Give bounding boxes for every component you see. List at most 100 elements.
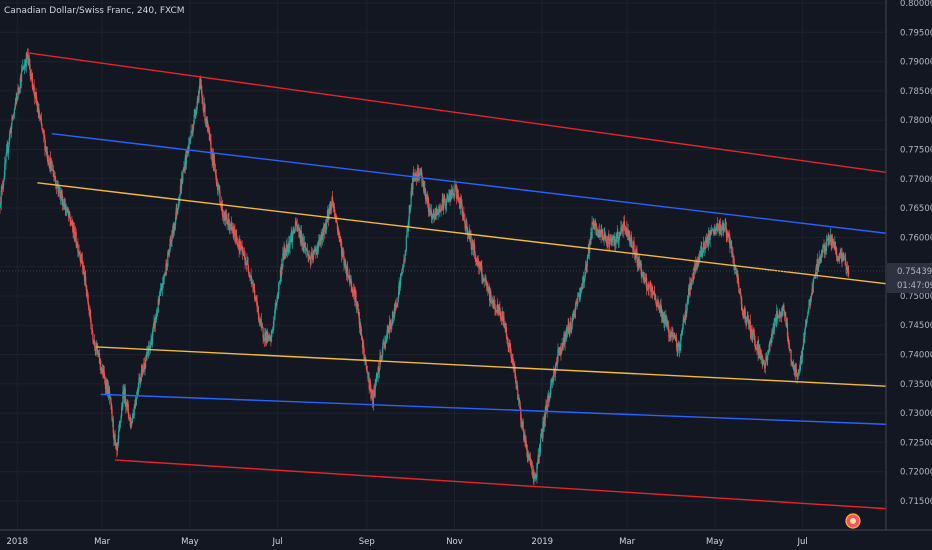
candle-body [651, 288, 653, 291]
channel-lines[interactable] [27, 52, 887, 510]
candle-body [728, 236, 730, 239]
candle-body [771, 332, 773, 343]
candle-body [640, 263, 642, 275]
candle-body [194, 110, 196, 115]
candle-body [457, 194, 459, 196]
candle-body [527, 454, 530, 459]
candle-body [206, 119, 208, 127]
candle-body [479, 262, 481, 267]
candle-body [233, 228, 235, 230]
candle-body [535, 477, 537, 479]
candle-body [629, 235, 631, 245]
yellow-channel-line[interactable] [96, 346, 887, 387]
candle-body [566, 331, 568, 333]
candle-body [159, 293, 161, 296]
red-channel-line[interactable] [115, 459, 887, 510]
candle-body [267, 335, 270, 342]
candle-body [753, 336, 756, 341]
candle-body [804, 325, 807, 329]
candle-body [125, 401, 127, 407]
candle-body [656, 302, 659, 308]
candle-body [177, 203, 180, 208]
candle-body [19, 77, 21, 89]
candle-body [250, 275, 252, 279]
candle-body [514, 372, 516, 378]
candle-body [423, 182, 425, 192]
candle-body [458, 200, 460, 202]
candle-body [618, 236, 620, 242]
candle-body [731, 245, 733, 254]
candle-body [823, 245, 825, 247]
candle-body [831, 237, 834, 243]
candle-body [239, 241, 241, 251]
y-tick-label: 0.75000 [900, 292, 932, 302]
candle-body [661, 309, 663, 317]
candle-body [593, 223, 595, 226]
candle-body [543, 415, 545, 429]
candle-body [231, 228, 234, 231]
candle-body [397, 298, 399, 303]
candle-body [441, 205, 443, 211]
candle-body [318, 239, 320, 247]
candle-body [475, 259, 478, 263]
candle-body [44, 137, 46, 151]
candle-body [439, 208, 441, 210]
candle-body [790, 349, 792, 362]
candle-body [787, 337, 789, 342]
red-channel-line[interactable] [27, 52, 887, 174]
blue-channel-line[interactable] [51, 132, 887, 234]
y-tick-label: 0.79000 [900, 58, 932, 68]
candle-body [142, 365, 144, 372]
candle-body [728, 236, 730, 237]
candle-body [126, 402, 128, 407]
yellow-channel-line[interactable] [37, 182, 887, 285]
event-marker-icon[interactable] [845, 513, 861, 529]
candle-body [470, 233, 472, 245]
candle-body [569, 322, 572, 329]
y-tick-label: 0.78000 [900, 116, 932, 126]
candle-body [400, 272, 403, 275]
candle-body [369, 381, 371, 388]
candle-body [564, 334, 566, 344]
time-axis[interactable]: 2018 Mar May Jul Sep Nov 2019 Mar May Jul [0, 529, 932, 550]
candle-body [487, 286, 490, 293]
candle-body [477, 258, 479, 266]
candle-body [244, 257, 246, 265]
candle-body [346, 267, 349, 277]
candle-body [353, 290, 355, 292]
candle-body [825, 241, 828, 252]
candle-body [617, 241, 620, 243]
candle-body [189, 139, 191, 141]
candle-body [575, 301, 577, 308]
y-tick-label: 0.76500 [900, 204, 932, 214]
candle-body [635, 249, 638, 252]
x-tick-label: May [706, 537, 724, 547]
candle-body [188, 143, 190, 153]
candle-body [680, 333, 682, 347]
candle-body [0, 203, 2, 208]
candle-body [454, 186, 456, 196]
candle-body [194, 110, 196, 113]
candle-body [424, 188, 427, 200]
candle-body [148, 346, 150, 349]
candle-body [12, 115, 14, 120]
candle-body [225, 213, 228, 219]
candle-body [536, 463, 538, 478]
y-tick-label: 0.72000 [900, 468, 932, 478]
candle-body [783, 305, 785, 311]
candle-body [380, 356, 382, 359]
blue-channel-line[interactable] [100, 393, 887, 425]
candle-body [81, 253, 83, 264]
candle-body [520, 420, 522, 425]
candle-body [740, 292, 742, 296]
candle-body [38, 108, 40, 117]
candle-body [436, 209, 438, 216]
candle-body [602, 236, 604, 238]
candle-body [198, 90, 200, 101]
candle-body [427, 195, 429, 199]
candle-body [574, 307, 576, 318]
candle-body [200, 85, 202, 91]
candle-body [812, 279, 814, 293]
candle-body [773, 319, 775, 331]
